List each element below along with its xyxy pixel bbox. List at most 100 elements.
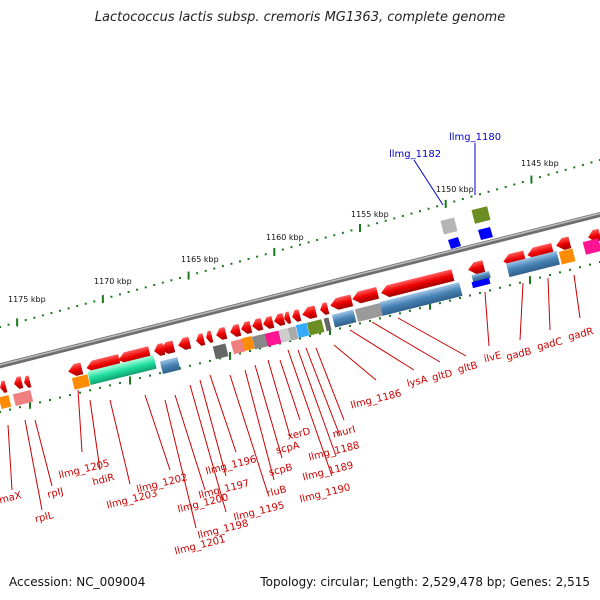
scale-minor-tick <box>573 166 576 169</box>
scale-minor-tick <box>393 217 396 220</box>
inner-major-tick <box>529 276 531 285</box>
scale-minor-tick <box>307 241 310 244</box>
scale-minor-tick <box>196 272 199 275</box>
scale-minor-tick <box>153 284 156 287</box>
cog-box <box>295 322 310 339</box>
inner-minor-tick <box>469 294 471 297</box>
leader-line <box>279 359 301 421</box>
scale-minor-tick <box>419 210 421 213</box>
gene-label-llmg-1182: llmg_1182 <box>389 149 441 160</box>
gene-label-lysa: lysA <box>406 374 429 390</box>
red-gene-arrow <box>556 236 572 250</box>
scale-major-tick <box>530 175 533 184</box>
leader-line <box>209 374 237 453</box>
scale-minor-tick <box>341 231 344 234</box>
inner-minor-tick <box>479 291 481 294</box>
red-gene-arrow <box>24 375 32 388</box>
inner-minor-tick <box>539 276 541 279</box>
scale-minor-tick <box>221 265 224 268</box>
cog-box <box>278 327 291 343</box>
scale-major-tick <box>273 247 276 256</box>
gene-label-xerd: xerD <box>286 426 312 442</box>
scale-minor-tick <box>33 316 36 319</box>
scale-minor-tick <box>547 173 550 176</box>
scale-label-1165: 1165 kbp <box>181 255 219 264</box>
inner-minor-tick <box>359 322 361 325</box>
cog-box <box>306 319 325 336</box>
feature-blue-1 <box>448 237 461 249</box>
inner-minor-tick <box>299 337 301 340</box>
outer-features <box>440 206 493 249</box>
red-gene-arrow <box>330 294 354 310</box>
gene-label-muri: murI <box>332 424 357 440</box>
gene-label-rplj: rpIJ <box>46 486 65 501</box>
red-gene-arrow <box>216 326 228 340</box>
inner-minor-tick <box>119 381 121 384</box>
inner-minor-tick <box>509 284 511 287</box>
red-gene-arrow <box>206 330 214 343</box>
inner-minor-tick <box>459 297 461 300</box>
inner-minor-tick <box>89 389 91 392</box>
cog-box <box>12 390 34 406</box>
scale-minor-tick <box>350 229 353 232</box>
inner-minor-tick <box>419 307 421 310</box>
scale-minor-tick <box>127 291 130 294</box>
cog-box <box>159 357 181 374</box>
scale-minor-tick <box>76 305 79 308</box>
leader-line <box>305 347 341 437</box>
leader-line <box>199 379 227 477</box>
leader-line <box>89 399 101 471</box>
scale-minor-tick <box>496 188 499 191</box>
scale-label-1150: 1150 kbp <box>436 185 474 194</box>
leader-line <box>164 399 197 529</box>
scale-minor-tick <box>7 323 10 326</box>
cog-box <box>471 270 491 283</box>
inner-minor-tick <box>249 349 251 352</box>
leader-line <box>34 419 53 487</box>
scale-tick-arc <box>0 159 600 413</box>
cog-box <box>230 338 246 355</box>
scale-minor-tick <box>539 176 541 179</box>
label-leader-lines <box>7 143 581 529</box>
scale-minor-tick <box>144 286 147 289</box>
inner-minor-tick <box>239 352 241 355</box>
scale-minor-tick <box>479 193 481 196</box>
cog-box <box>241 335 255 352</box>
scale-minor-tick <box>564 168 567 171</box>
scale-minor-tick <box>453 200 456 203</box>
leader-line <box>371 321 441 363</box>
inner-major-tick <box>29 400 31 409</box>
cog-box <box>251 333 269 350</box>
scale-major-tick <box>187 271 190 280</box>
red-gene-arrow <box>274 312 286 326</box>
cog-box <box>0 394 12 410</box>
map-title: Lactococcus lactis subsp. cremoris MG136… <box>94 10 506 25</box>
inner-minor-tick <box>219 357 221 360</box>
leader-line <box>519 282 524 341</box>
gene-label-rpll: rplL <box>34 510 55 525</box>
inner-minor-tick <box>499 286 501 289</box>
scale-minor-tick <box>24 319 27 322</box>
inner-minor-tick <box>259 347 261 350</box>
leader-line <box>254 364 283 459</box>
inner-minor-tick <box>319 332 321 335</box>
inner-minor-tick <box>349 324 351 327</box>
scale-minor-tick <box>93 300 96 303</box>
inner-minor-tick <box>439 302 441 305</box>
red-gene-arrow <box>320 302 330 315</box>
gene-label-gltd: gltD <box>431 368 454 384</box>
inner-minor-tick <box>99 386 101 389</box>
inner-minor-tick <box>489 289 491 292</box>
scale-minor-tick <box>41 314 44 317</box>
cog-box <box>582 238 600 255</box>
red-gene-arrow <box>230 323 242 337</box>
inner-major-tick <box>329 326 331 335</box>
scale-minor-tick <box>84 302 87 305</box>
leader-line <box>267 359 291 437</box>
scale-minor-tick <box>299 243 301 246</box>
scale-minor-tick <box>281 248 284 251</box>
scale-label-1170: 1170 kbp <box>94 277 132 286</box>
scale-minor-tick <box>256 255 259 258</box>
leader-line <box>109 399 131 485</box>
